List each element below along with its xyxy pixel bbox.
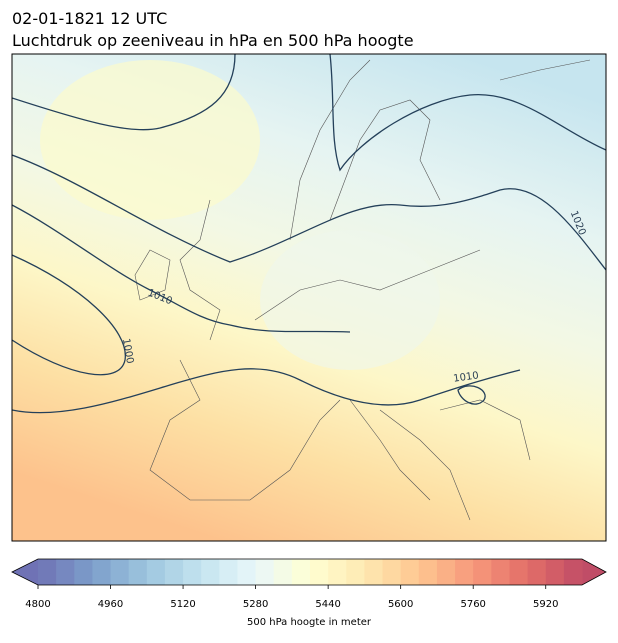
map — [12, 54, 606, 541]
isobar — [12, 254, 126, 376]
colorbar-segment — [219, 559, 238, 585]
colorbar-label: 500 hPa hoogte in meter — [247, 617, 372, 628]
colorbar-tick-label: 5760 — [460, 599, 485, 610]
map-field-high — [40, 60, 260, 220]
colorbar-segment — [164, 559, 184, 585]
colorbar: 4800 4960 5120 5280 5440 5600 5760 5920 — [11, 558, 607, 610]
colorbar-segment — [382, 559, 402, 585]
isobar — [457, 385, 486, 405]
contour-label: 1000 — [120, 338, 135, 365]
colorbar-segment — [310, 559, 329, 585]
colorbar-segment — [146, 559, 166, 585]
colorbar-segment — [201, 559, 220, 585]
isobar — [12, 204, 351, 333]
map-field-low — [260, 230, 440, 370]
colorbar-segment — [400, 559, 420, 585]
isobar — [12, 154, 606, 271]
colorbar-tick-label: 4800 — [25, 599, 50, 610]
colorbar-tick-label: 5600 — [388, 599, 413, 610]
coastline — [134, 59, 591, 521]
colorbar-segment — [74, 559, 93, 585]
colorbar-segment — [110, 559, 130, 585]
colorbar-segment — [509, 559, 529, 585]
colorbar-segment — [291, 559, 311, 585]
colorbar-segment — [346, 559, 365, 585]
colorbar-segment — [563, 559, 583, 585]
colorbar-segment — [255, 559, 275, 585]
colorbar-extend-high — [582, 559, 606, 585]
colorbar-tick-label: 4960 — [98, 599, 123, 610]
colorbar-segment — [56, 559, 75, 585]
colorbar-segment — [273, 559, 293, 585]
colorbar-segment — [237, 559, 257, 585]
colorbar-tick-label: 5120 — [170, 599, 195, 610]
colorbar-segment — [364, 559, 384, 585]
colorbar-segment — [455, 559, 474, 585]
colorbar-segment — [128, 559, 148, 585]
contour-label: 1010 — [453, 370, 480, 384]
colorbar-segment — [183, 559, 202, 585]
colorbar-segment — [92, 559, 112, 585]
isobar — [12, 54, 236, 131]
colorbar-tick-label: 5280 — [243, 599, 268, 610]
colorbar-tick-label: 5920 — [533, 599, 558, 610]
colorbar-segment — [545, 559, 565, 585]
colorbar-segment — [418, 559, 438, 585]
colorbar-tick-label: 5440 — [315, 599, 340, 610]
colorbar-segment — [491, 559, 510, 585]
title-description: Luchtdruk op zeeniveau in hPa en 500 hPa… — [12, 31, 414, 50]
title-date: 02-01-1821 12 UTC — [12, 9, 167, 28]
colorbar-outline — [11, 558, 607, 586]
colorbar-segment — [328, 559, 347, 585]
isobar — [12, 368, 521, 414]
colorbar-segment — [527, 559, 547, 585]
colorbar-extend-low — [12, 559, 38, 585]
colorbar-segment — [473, 559, 492, 585]
map-frame — [11, 53, 607, 542]
isobar — [329, 54, 606, 172]
colorbar-segment — [38, 559, 57, 585]
colorbar-segment — [436, 559, 456, 585]
